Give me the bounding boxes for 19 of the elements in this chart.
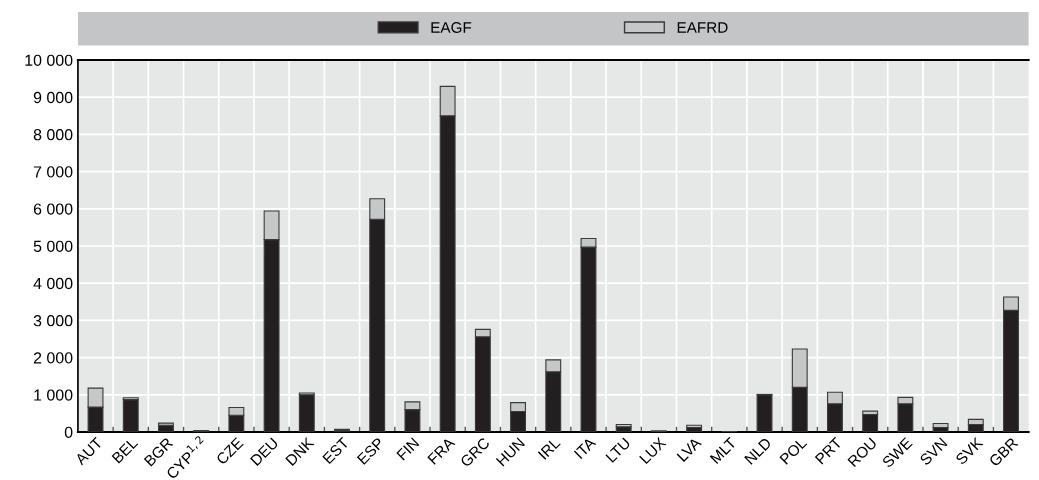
y-tick-label: 3 000	[33, 315, 73, 327]
y-tick-label: 2 000	[33, 352, 73, 364]
y-tick-label: 0	[64, 426, 73, 438]
x-tick-label: FIN	[396, 437, 420, 461]
x-tick-label: LVA	[676, 436, 702, 462]
y-tick-label: 1 000	[34, 389, 73, 401]
y-tick-label: 4 000	[33, 277, 73, 290]
x-tick-label: BEL	[111, 436, 139, 464]
legend-label: EAGF	[431, 22, 472, 33]
legend-label: EAFRD	[677, 22, 728, 33]
y-tick-label: 8 000	[33, 129, 73, 141]
y-tick-label: 10 000	[25, 54, 73, 66]
x-tick-label: ITA	[573, 436, 597, 460]
x-tick-label: POL	[779, 436, 808, 465]
y-tick-label: 5 000	[33, 240, 73, 252]
x-tick-label: IRL	[537, 436, 561, 460]
y-tick-label: 9 000	[33, 91, 73, 104]
y-tick-label: 6 000	[33, 203, 73, 215]
y-tick-label: 7 000	[33, 166, 73, 178]
